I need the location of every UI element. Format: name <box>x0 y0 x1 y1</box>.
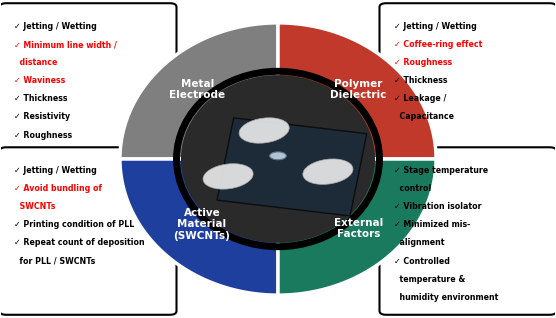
Text: alignment: alignment <box>394 238 444 247</box>
Text: ✓ Repeat count of deposition: ✓ Repeat count of deposition <box>14 238 145 247</box>
Text: ✓ Minimized mis-: ✓ Minimized mis- <box>394 220 470 229</box>
Text: ✓ Thickness: ✓ Thickness <box>394 76 448 85</box>
Text: Active
Material
(SWCNTs): Active Material (SWCNTs) <box>173 208 230 241</box>
Text: SWCNTs: SWCNTs <box>14 202 56 211</box>
Ellipse shape <box>203 164 253 189</box>
Ellipse shape <box>181 75 375 243</box>
Text: ✓ Minimum line width /: ✓ Minimum line width / <box>14 40 117 49</box>
Polygon shape <box>278 23 436 159</box>
Polygon shape <box>120 23 278 159</box>
Text: temperature &: temperature & <box>394 274 465 284</box>
FancyBboxPatch shape <box>380 3 556 152</box>
Text: ✓ Waviness: ✓ Waviness <box>14 76 65 85</box>
Text: External
Factors: External Factors <box>334 218 383 239</box>
Polygon shape <box>120 159 278 295</box>
FancyBboxPatch shape <box>0 147 176 315</box>
Ellipse shape <box>270 152 286 160</box>
Text: for PLL / SWCNTs: for PLL / SWCNTs <box>14 257 95 266</box>
Text: Metal
Electrode: Metal Electrode <box>170 79 226 100</box>
Text: ✓ Resistivity: ✓ Resistivity <box>14 113 70 121</box>
FancyBboxPatch shape <box>0 3 176 152</box>
Text: humidity environment: humidity environment <box>394 293 498 301</box>
Text: ✓ Vibration isolator: ✓ Vibration isolator <box>394 202 481 211</box>
Text: ✓ Roughness: ✓ Roughness <box>394 58 452 67</box>
Text: ✓ Thickness: ✓ Thickness <box>14 94 67 103</box>
Polygon shape <box>278 159 436 295</box>
Text: ✓ Jetting / Wetting: ✓ Jetting / Wetting <box>394 22 476 31</box>
Text: ✓ Avoid bundling of: ✓ Avoid bundling of <box>14 184 102 193</box>
Text: ✓ Printing condition of PLL: ✓ Printing condition of PLL <box>14 220 134 229</box>
Text: ✓ Roughness: ✓ Roughness <box>14 130 72 140</box>
Ellipse shape <box>239 118 289 143</box>
Text: ✓ Coffee-ring effect: ✓ Coffee-ring effect <box>394 40 482 49</box>
Text: ✓ Jetting / Wetting: ✓ Jetting / Wetting <box>14 22 97 31</box>
Text: ✓ Jetting / Wetting: ✓ Jetting / Wetting <box>14 166 97 175</box>
Text: ✓ Leakage /: ✓ Leakage / <box>394 94 446 103</box>
Text: ✓ Stage temperature: ✓ Stage temperature <box>394 166 488 175</box>
Ellipse shape <box>303 159 353 184</box>
Text: ✓ Controlled: ✓ Controlled <box>394 257 450 266</box>
Polygon shape <box>217 118 367 216</box>
Text: distance: distance <box>14 58 57 67</box>
Text: Polymer
Dielectric: Polymer Dielectric <box>330 79 386 100</box>
FancyBboxPatch shape <box>380 147 556 315</box>
Text: control: control <box>394 184 431 193</box>
Text: Capacitance: Capacitance <box>394 113 454 121</box>
